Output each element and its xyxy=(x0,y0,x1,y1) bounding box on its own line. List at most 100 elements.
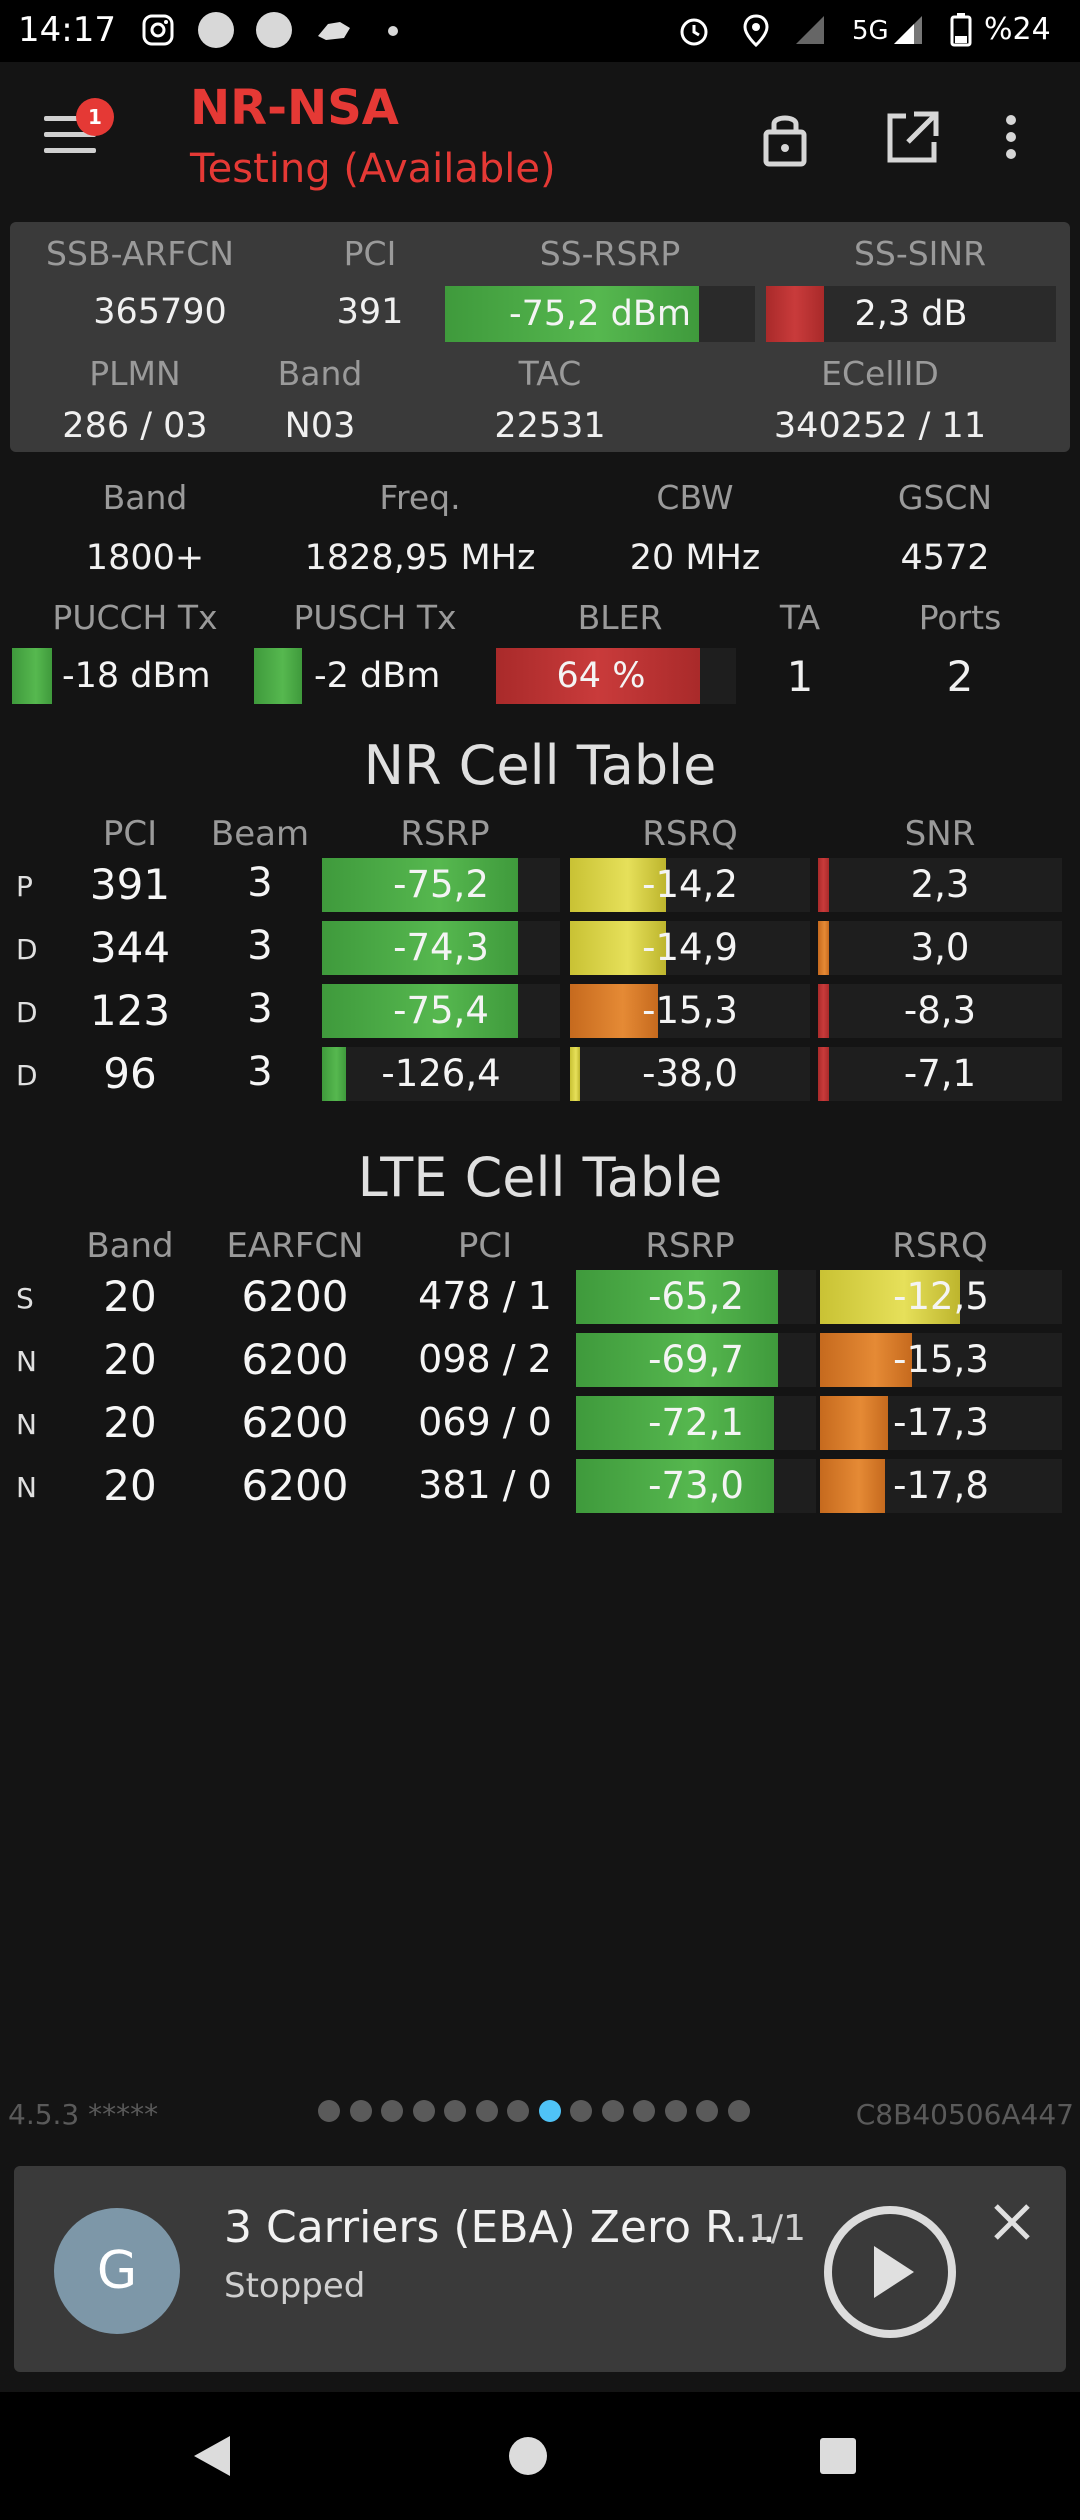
lte-header-band: Band xyxy=(86,1226,174,1266)
pusch-label: PUSCH Tx xyxy=(293,598,457,637)
nr-rsrp-fill xyxy=(322,858,518,912)
page-dot[interactable] xyxy=(412,2100,435,2122)
app-notification-icon xyxy=(318,22,350,40)
nr-snr-value: 2,3 xyxy=(910,863,970,906)
nr-header-pci: PCI xyxy=(102,814,158,854)
media-notification[interactable]: G 3 Carriers (EBA) Zero R... 1/1 Stopped xyxy=(14,2166,1066,2372)
nr-rsrp-value: -74,3 xyxy=(393,926,489,969)
nr-beam: 3 xyxy=(247,860,273,906)
ss-sinr-fill xyxy=(766,286,824,342)
lte-pci: 098 / 2 xyxy=(418,1337,552,1381)
lte-rsrp-value: -73,0 xyxy=(648,1464,744,1507)
nr-rsrq-fill xyxy=(570,984,659,1038)
lte-rsrq-value: -15,3 xyxy=(893,1338,989,1381)
page-dot[interactable] xyxy=(381,2100,403,2122)
ss-rsrp-label: SS-RSRP xyxy=(539,234,681,273)
row-tag: D xyxy=(16,933,38,966)
lte-table-title: LTE Cell Table xyxy=(357,1146,723,1209)
lte-rsrp-value: -72,1 xyxy=(648,1401,744,1444)
ports-label: Ports xyxy=(918,598,1002,637)
nr-rsrq-bar: -14,9 xyxy=(570,921,810,975)
page-dot[interactable] xyxy=(538,2100,561,2122)
nr-header-rsrp: RSRP xyxy=(400,814,490,854)
nr-rsrq-fill xyxy=(570,1047,580,1101)
nr-rsrp-bar: -126,4 xyxy=(322,1047,560,1101)
back-icon[interactable] xyxy=(190,2432,234,2480)
lte-rsrq-fill xyxy=(820,1333,912,1387)
page-dot[interactable] xyxy=(475,2100,498,2122)
nr-snr-value: -7,1 xyxy=(903,1052,977,1095)
media-count: 1/1 xyxy=(748,2208,806,2249)
status-bar: 14:17 5G %24 xyxy=(0,0,1080,62)
row-tag: N xyxy=(16,1471,37,1504)
cbw-value: 20 MHz xyxy=(629,538,761,578)
lte-rsrq-bar: -12,5 xyxy=(820,1270,1062,1324)
nr-rsrq-bar: -38,0 xyxy=(570,1047,810,1101)
recents-icon[interactable] xyxy=(818,2436,858,2476)
bler-bar: 64 % xyxy=(496,648,736,704)
nr-rsrq-fill xyxy=(570,858,666,912)
navigation-bar xyxy=(0,2392,1080,2520)
tac-label: TAC xyxy=(518,354,582,393)
home-icon[interactable] xyxy=(506,2434,550,2478)
nr-rsrq-value: -15,3 xyxy=(642,989,738,1032)
more-notifications-icon xyxy=(388,26,398,36)
page-dot[interactable] xyxy=(633,2100,655,2122)
freq-label: Freq. xyxy=(379,478,461,517)
gscn-label: GSCN xyxy=(897,478,993,517)
nr-pci: 344 xyxy=(89,923,171,972)
nr-pci: 123 xyxy=(89,986,171,1035)
nr-rsrp-bar: -74,3 xyxy=(322,921,560,975)
nr-rsrq-value: -38,0 xyxy=(642,1052,738,1095)
ports-value: 2 xyxy=(946,652,974,701)
nr-beam: 3 xyxy=(247,1049,273,1095)
more-options-icon[interactable] xyxy=(986,102,1036,172)
instagram-icon xyxy=(142,14,174,46)
lte-header-rsrp: RSRP xyxy=(645,1226,735,1266)
band-value: 1800+ xyxy=(85,538,205,578)
lock-icon[interactable] xyxy=(750,102,820,172)
open-external-icon[interactable] xyxy=(876,102,946,172)
play-button[interactable] xyxy=(824,2206,956,2338)
page-dot[interactable] xyxy=(444,2100,466,2122)
signal-icon xyxy=(796,16,824,44)
close-icon[interactable] xyxy=(988,2198,1036,2246)
ta-value: 1 xyxy=(786,652,814,701)
nr-rsrp-value: -75,2 xyxy=(393,863,489,906)
app-subtitle: Testing (Available) xyxy=(190,146,556,192)
bler-label: BLER xyxy=(577,598,663,637)
nr-table-title: NR Cell Table xyxy=(363,734,717,797)
app-bar: 1 NR-NSA Testing (Available) xyxy=(0,62,1080,212)
row-tag: N xyxy=(16,1345,37,1378)
menu-button[interactable] xyxy=(44,114,100,158)
lte-pci: 478 / 1 xyxy=(418,1274,552,1318)
lte-rsrq-fill xyxy=(820,1459,886,1513)
cbw-label: CBW xyxy=(656,478,734,517)
tac-value: 22531 xyxy=(494,406,606,446)
lte-earfcn: 6200 xyxy=(241,1272,349,1321)
page-dot[interactable] xyxy=(664,2100,687,2122)
page-dot[interactable] xyxy=(601,2100,624,2122)
lte-rsrq-fill xyxy=(820,1396,888,1450)
ssb-arfcn-value: 365790 xyxy=(93,292,227,332)
page-dot[interactable] xyxy=(696,2100,718,2122)
nr-header-rsrq: RSRQ xyxy=(642,814,738,854)
lte-band: 20 xyxy=(103,1335,157,1384)
location-icon xyxy=(743,14,769,48)
nr-snr-fill xyxy=(818,921,829,975)
nr-snr-fill xyxy=(818,984,829,1038)
page-dot[interactable] xyxy=(570,2100,592,2122)
lte-rsrp-bar: -73,0 xyxy=(576,1459,816,1513)
page-dot[interactable] xyxy=(727,2100,750,2122)
nr-snr-bar: 2,3 xyxy=(818,858,1062,912)
notification-badge: 1 xyxy=(76,98,114,136)
nr-snr-value: -8,3 xyxy=(903,989,977,1032)
ss-sinr-value: 2,3 dB xyxy=(854,294,968,334)
nr-rsrp-bar: -75,2 xyxy=(322,858,560,912)
page-dot[interactable] xyxy=(318,2100,340,2122)
lte-rsrp-bar: -72,1 xyxy=(576,1396,816,1450)
lte-earfcn: 6200 xyxy=(241,1461,349,1510)
page-dot[interactable] xyxy=(349,2100,372,2122)
lte-rsrp-fill xyxy=(576,1333,779,1387)
page-dot[interactable] xyxy=(507,2100,529,2122)
